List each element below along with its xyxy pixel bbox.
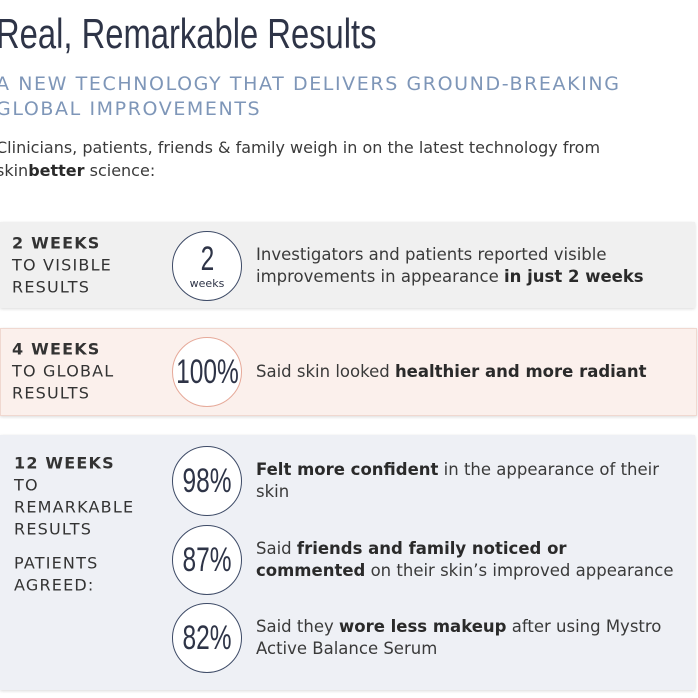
stat-description: Said skin looked healthier and more radi… (256, 361, 676, 383)
stat-description: Felt more confident in the appearance of… (256, 459, 676, 503)
text-segment: better (28, 161, 85, 180)
stat-circle: 87% (172, 524, 242, 595)
text-segment: Said (256, 538, 297, 558)
result-panel (0, 435, 695, 690)
panel-label: 4 WEEKS (12, 339, 101, 359)
panel-label: RESULTS (12, 277, 91, 297)
result-panel (0, 222, 695, 308)
text-segment: friends and family noticed or commented (256, 538, 567, 580)
text-segment: skin (0, 161, 29, 180)
text-segment: Clinicians, patients, friends & family w… (0, 138, 601, 157)
stat-circle: 100% (172, 337, 242, 407)
panel-note: PATIENTS (14, 553, 99, 573)
stat-circle: 2 weeks (172, 231, 242, 301)
panel-note: AGREED: (14, 575, 95, 595)
stat-value: 2 (200, 240, 214, 278)
result-panel (0, 328, 697, 416)
panel-label: 2 WEEKS (12, 233, 101, 253)
subtitle: A NEW TECHNOLOGY THAT DELIVERS GROUND-BR… (0, 73, 621, 95)
text-segment: healthier and more radiant (394, 362, 647, 381)
text-segment: in just 2 weeks (503, 267, 644, 286)
title: Real, Remarkable Results (0, 10, 377, 57)
stat-value: 82% (182, 619, 232, 657)
text-segment: Investigators and patients reported visi… (256, 245, 607, 286)
stat-circle: 98% (172, 446, 242, 516)
text-segment: after using Mystro Active Balance Serum (256, 617, 662, 658)
panel-label: REMARKABLE (14, 497, 135, 517)
text-segment: wore less makeup (338, 617, 507, 636)
panel-label: RESULTS (14, 519, 93, 539)
stat-circle: 82% (172, 603, 242, 673)
stat-description: Said they wore less makeup after using M… (256, 616, 676, 660)
text-segment: Said skin looked (256, 362, 395, 381)
text-segment: science: (84, 161, 156, 180)
intro: Clinicians, patients, friends & family w… (0, 136, 636, 182)
stat-value: 87% (182, 540, 232, 579)
panel-label: RESULTS (12, 383, 91, 403)
subtitle: GLOBAL IMPROVEMENTS (0, 98, 262, 120)
panel-label: TO GLOBAL (12, 361, 115, 381)
stat-unit: weeks (189, 277, 225, 290)
stat-value: 100% (175, 353, 239, 391)
panel-label: 12 WEEKS (14, 453, 115, 473)
text-segment: Said they (256, 617, 339, 636)
stat-description: Investigators and patients reported visi… (256, 244, 676, 288)
text-segment: Felt more confident (256, 460, 439, 479)
text-segment: in the appearance of their skin (256, 460, 660, 501)
panel-label: TO (14, 475, 39, 495)
text-segment: on their skin’s improved appearance (365, 560, 674, 580)
panel-label: TO VISIBLE (12, 255, 112, 275)
stat-description: Said friends and family noticed or comme… (256, 538, 676, 582)
stat-value: 98% (182, 462, 232, 500)
